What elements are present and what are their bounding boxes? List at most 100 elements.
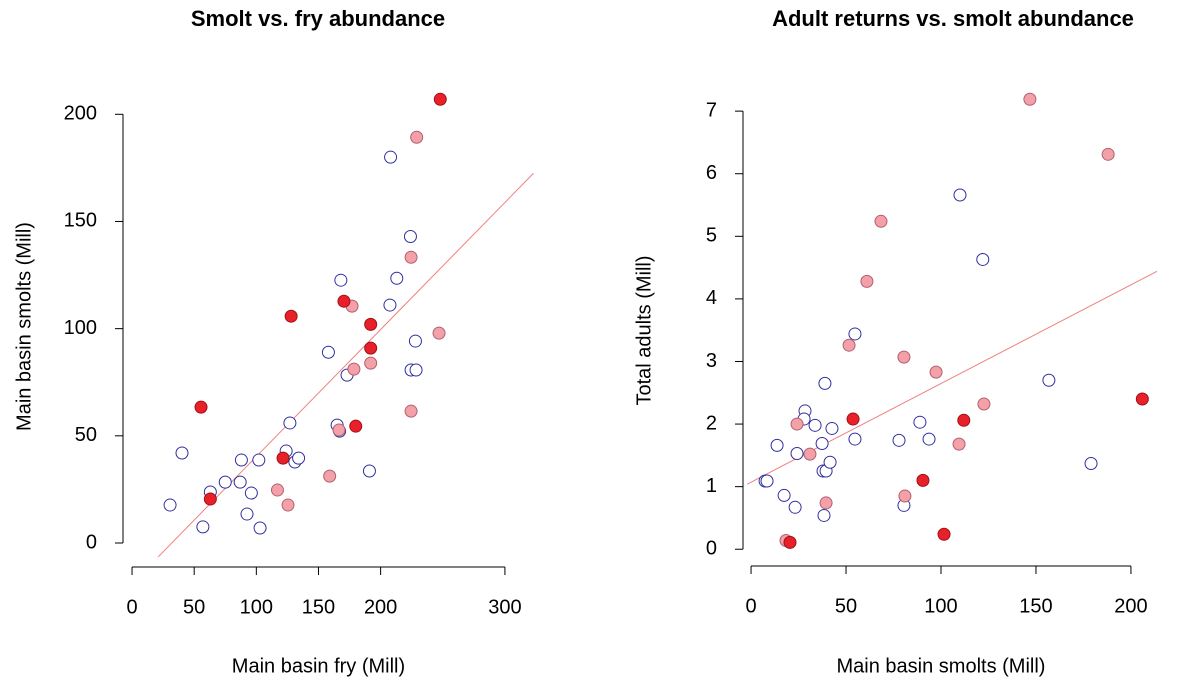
point <box>408 334 422 348</box>
point <box>803 447 817 461</box>
point <box>874 214 888 228</box>
point <box>957 413 971 427</box>
x-axis-label: Main basin smolts (Mill) <box>837 655 1046 677</box>
point <box>364 341 378 355</box>
y-axis-label: Total adults (Mill) <box>633 255 655 405</box>
point <box>321 345 335 359</box>
point <box>848 327 862 341</box>
point <box>233 475 247 489</box>
point <box>244 486 258 500</box>
y-tick-label: 0 <box>706 538 717 560</box>
point <box>163 498 177 512</box>
point <box>1042 373 1056 387</box>
chart-title: Smolt vs. fry abundance <box>191 6 445 31</box>
point <box>218 475 232 489</box>
point <box>860 274 874 288</box>
point <box>790 417 804 431</box>
y-tick-label: 100 <box>64 317 97 339</box>
point <box>403 229 417 243</box>
point <box>790 446 804 460</box>
point <box>937 527 951 541</box>
point <box>253 521 267 535</box>
point <box>337 294 351 308</box>
x-tick-label: 200 <box>364 596 397 618</box>
point <box>432 326 446 340</box>
point <box>823 455 837 469</box>
x-tick-label: 50 <box>183 596 205 618</box>
y-tick-label: 6 <box>706 162 717 184</box>
point <box>334 273 348 287</box>
point <box>323 469 337 483</box>
point <box>390 271 404 285</box>
point <box>404 404 418 418</box>
point <box>1135 392 1149 406</box>
point <box>777 488 791 502</box>
point <box>404 250 418 264</box>
point <box>976 252 990 266</box>
x-tick-label: 150 <box>302 596 335 618</box>
point <box>364 317 378 331</box>
point <box>897 350 911 364</box>
point <box>283 416 297 430</box>
point <box>760 474 774 488</box>
x-tick-label: 100 <box>240 596 273 618</box>
y-tick-label: 0 <box>86 531 97 553</box>
point <box>815 436 829 450</box>
point <box>825 421 839 435</box>
x-tick-label: 300 <box>488 596 521 618</box>
point <box>292 451 306 465</box>
point <box>783 535 797 549</box>
y-axis-label: Main basin smolts (Mill) <box>13 222 35 431</box>
point <box>1023 92 1037 106</box>
point <box>929 365 943 379</box>
y-tick-label: 200 <box>64 103 97 125</box>
point <box>364 356 378 370</box>
point <box>332 423 346 437</box>
point <box>892 433 906 447</box>
point <box>916 473 930 487</box>
point <box>196 520 210 534</box>
y-tick-label: 3 <box>706 350 717 372</box>
x-tick-label: 0 <box>745 595 756 617</box>
point <box>842 338 856 352</box>
x-tick-label: 150 <box>1019 595 1052 617</box>
point <box>383 298 397 312</box>
point <box>1084 456 1098 470</box>
point <box>194 400 208 414</box>
point <box>846 412 860 426</box>
y-tick-label: 150 <box>64 210 97 232</box>
y-tick-label: 1 <box>706 475 717 497</box>
point <box>362 464 376 478</box>
point <box>977 397 991 411</box>
x-tick-label: 100 <box>924 595 957 617</box>
point <box>410 130 424 144</box>
point <box>819 496 833 510</box>
x-tick-label: 200 <box>1114 595 1147 617</box>
x-tick-label: 50 <box>835 595 857 617</box>
trend-line <box>747 270 1158 485</box>
point <box>817 508 831 522</box>
trend-line <box>157 172 534 558</box>
y-tick-label: 2 <box>706 412 717 434</box>
point <box>276 451 290 465</box>
point <box>252 453 266 467</box>
point <box>347 362 361 376</box>
point <box>1101 147 1115 161</box>
y-tick-label: 5 <box>706 225 717 247</box>
point <box>953 188 967 202</box>
point <box>922 432 936 446</box>
point <box>898 489 912 503</box>
point <box>281 498 295 512</box>
point <box>770 438 784 452</box>
point <box>240 507 254 521</box>
point <box>349 419 363 433</box>
y-tick-label: 50 <box>75 424 97 446</box>
point <box>409 363 423 377</box>
x-tick-label: 0 <box>126 596 137 618</box>
chart-title: Adult returns vs. smolt abundance <box>772 6 1134 31</box>
point <box>203 492 217 506</box>
point <box>913 415 927 429</box>
point <box>848 432 862 446</box>
point <box>788 500 802 514</box>
